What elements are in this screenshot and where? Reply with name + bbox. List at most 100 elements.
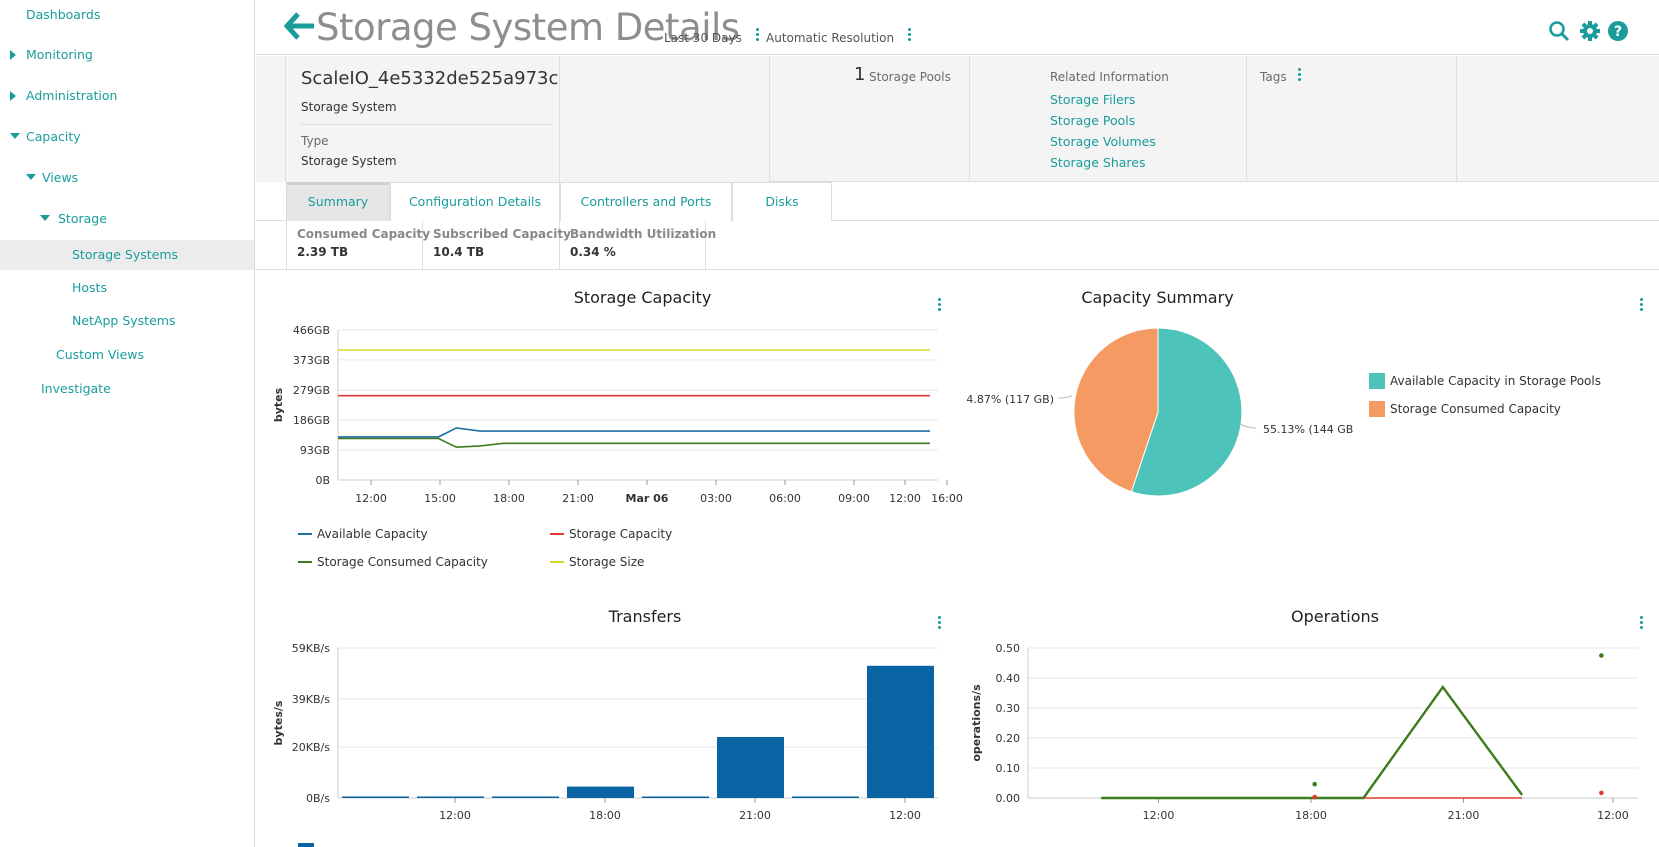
svg-text:?: ?: [1614, 24, 1622, 40]
sidebar-item-label: Custom Views: [56, 347, 145, 362]
y-tick-label: 39KB/s: [292, 693, 330, 706]
x-tick-label: 18:00: [589, 809, 621, 822]
series-line-available-capacity: [338, 427, 930, 438]
bar[interactable]: [867, 665, 934, 798]
series-line: [1101, 684, 1524, 800]
pie-slice-storage-consumed-capacity[interactable]: [1073, 327, 1159, 493]
sidebar-item-monitoring[interactable]: Monitoring: [0, 40, 254, 70]
back-arrow-icon[interactable]: [284, 8, 316, 44]
data-point[interactable]: [1599, 790, 1604, 796]
y-tick-label: 373GB: [293, 354, 330, 367]
sidebar-item-storage-systems[interactable]: Storage Systems: [0, 240, 254, 270]
time-range-select[interactable]: Last 30 Days: [664, 28, 760, 45]
operations-menu-icon[interactable]: [1640, 616, 1644, 631]
gear-icon[interactable]: [1579, 20, 1601, 42]
pie-slice-label: 55.13% (144 GB: [1263, 423, 1353, 436]
capacity-summary-menu-icon[interactable]: [1640, 298, 1644, 313]
caret-down-icon[interactable]: [26, 163, 36, 193]
legend-item-storage-consumed-capacity[interactable]: Storage Consumed Capacity: [298, 555, 488, 569]
resolution-select[interactable]: Automatic Resolution: [766, 28, 912, 45]
caret-down-icon[interactable]: [10, 122, 20, 152]
legend-item-available-capacity-in-storage-pools[interactable]: Available Capacity in Storage Pools: [1369, 373, 1601, 389]
transfers-title: Transfers: [608, 607, 682, 626]
legend-swatch: [1369, 401, 1385, 417]
type-value: Storage System: [301, 154, 397, 168]
page-title: Storage System Details: [316, 6, 740, 49]
y-axis-label: bytes/s: [272, 700, 285, 745]
pools-count: 1: [854, 64, 866, 85]
legend-swatch: [550, 561, 564, 563]
sidebar-item-capacity[interactable]: Capacity: [0, 122, 254, 152]
y-tick-label: 0.00: [996, 792, 1021, 805]
tab-summary[interactable]: Summary: [286, 182, 390, 221]
legend-item-storage-capacity[interactable]: Storage Capacity: [550, 527, 672, 541]
metric-label: Bandwidth Utilization: [570, 227, 717, 241]
system-name: ScaleIO_4e5332de525a973c: [301, 68, 559, 89]
sidebar-item-label: Hosts: [72, 280, 107, 295]
x-tick-label: 12:00: [355, 492, 387, 505]
pie-slice-available-capacity-in-storage-pools[interactable]: [1130, 327, 1243, 497]
legend-item-storage-consumed-capacity[interactable]: Storage Consumed Capacity: [1369, 401, 1561, 417]
time-range-menu-icon[interactable]: [755, 28, 760, 43]
sidebar-item-storage[interactable]: Storage: [0, 204, 254, 234]
transfers-menu-icon[interactable]: [938, 616, 942, 631]
bar[interactable]: [342, 796, 409, 799]
pools-label: Storage Pools: [869, 70, 951, 84]
link-storage-shares[interactable]: Storage Shares: [1050, 155, 1146, 170]
link-storage-filers[interactable]: Storage Filers: [1050, 92, 1136, 107]
bar[interactable]: [567, 786, 634, 798]
bar[interactable]: [717, 737, 784, 798]
bar[interactable]: [417, 796, 484, 799]
bar[interactable]: [792, 796, 859, 799]
x-tick-label: 12:00: [889, 492, 921, 505]
help-icon[interactable]: ?: [1607, 20, 1629, 42]
type-label: Type: [301, 134, 329, 148]
legend-label: Storage Consumed Capacity: [317, 555, 488, 569]
sidebar-item-custom-views[interactable]: Custom Views: [0, 340, 254, 370]
legend-label: Available Capacity: [317, 527, 428, 541]
tab-configuration-details[interactable]: Configuration Details: [390, 182, 560, 221]
sidebar-item-label: Monitoring: [26, 47, 93, 62]
storage-capacity-menu-icon[interactable]: [938, 298, 942, 313]
sidebar-item-netapp-systems[interactable]: NetApp Systems: [0, 306, 254, 336]
pie-label-connector: [1057, 395, 1073, 399]
caret-right-icon[interactable]: [10, 40, 16, 70]
caret-down-icon[interactable]: [40, 204, 50, 234]
sidebar-item-administration[interactable]: Administration: [0, 81, 254, 111]
tab-controllers-and-ports[interactable]: Controllers and Ports: [560, 182, 732, 221]
tab-disks[interactable]: Disks: [732, 182, 832, 221]
x-tick-label: 12:00: [439, 809, 471, 822]
link-storage-pools[interactable]: Storage Pools: [1050, 113, 1136, 128]
legend-swatch: [298, 533, 312, 535]
sidebar-item-investigate[interactable]: Investigate: [0, 374, 254, 404]
data-point[interactable]: [1312, 794, 1317, 800]
caret-right-icon[interactable]: [10, 81, 16, 111]
y-tick-label: 0.20: [996, 732, 1021, 745]
legend-item-storage-size[interactable]: Storage Size: [550, 555, 644, 569]
sidebar-item-views[interactable]: Views: [0, 163, 254, 193]
divider: [301, 124, 551, 125]
legend-swatch: [550, 533, 564, 535]
metric-label: Consumed Capacity: [297, 227, 431, 241]
bar[interactable]: [492, 796, 559, 799]
y-tick-label: 186GB: [293, 414, 330, 427]
tags-menu-icon[interactable]: [1298, 68, 1302, 83]
data-point[interactable]: [1312, 781, 1317, 787]
legend-item-available-capacity[interactable]: Available Capacity: [298, 527, 428, 541]
sidebar-item-label: Storage Systems: [72, 247, 179, 262]
bar[interactable]: [642, 796, 709, 799]
legend-label: Storage Capacity: [569, 527, 673, 541]
sidebar-item-hosts[interactable]: Hosts: [0, 273, 254, 303]
related-label: Related Information: [1050, 70, 1169, 84]
y-tick-label: 0.30: [996, 702, 1021, 715]
series-line-storage-consumed-capacity: [338, 437, 930, 449]
y-tick-label: 59KB/s: [292, 642, 330, 655]
resolution-label: Automatic Resolution: [766, 31, 895, 45]
sidebar-item-dashboards[interactable]: Dashboards: [0, 0, 254, 30]
link-storage-volumes[interactable]: Storage Volumes: [1050, 134, 1156, 149]
pie-slice-label: 4.87% (117 GB): [966, 393, 1054, 406]
metric-consumed-capacity: Consumed Capacity 2.39 TB: [286, 221, 431, 270]
search-icon[interactable]: [1548, 20, 1570, 42]
data-point[interactable]: [1599, 653, 1604, 658]
resolution-menu-icon[interactable]: [907, 28, 912, 43]
